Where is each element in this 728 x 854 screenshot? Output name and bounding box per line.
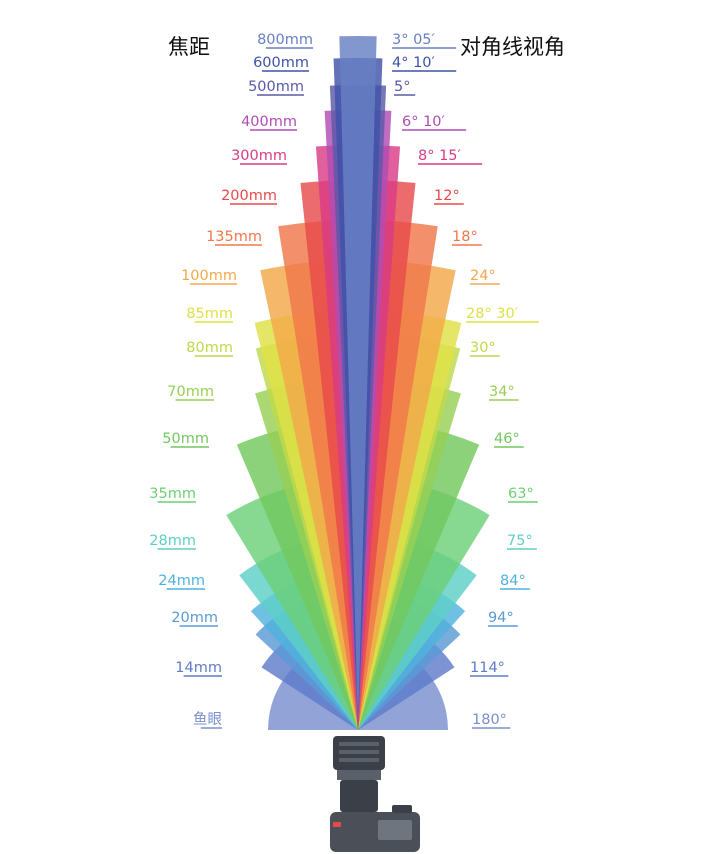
angle-label-4: 75° [507, 533, 533, 549]
angle-label-16: 4° 10′ [392, 55, 435, 71]
focal-label-1: 14mm [175, 660, 222, 676]
focal-label-14: 400mm [241, 114, 297, 130]
angle-label-11: 18° [452, 229, 478, 245]
angle-label-0: 180° [472, 712, 507, 728]
focal-label-13: 300mm [231, 148, 287, 164]
focal-label-7: 70mm [167, 384, 214, 400]
camera-icon [330, 736, 420, 852]
focal-label-3: 24mm [158, 573, 205, 589]
fan-17 [339, 36, 377, 731]
focal-label-4: 28mm [149, 533, 196, 549]
angle-label-7: 34° [489, 384, 515, 400]
angle-label-10: 24° [470, 268, 496, 284]
angle-label-5: 63° [508, 486, 534, 502]
focal-label-0: 鱼眼 [193, 710, 222, 728]
angle-label-1: 114° [470, 660, 505, 676]
focal-label-10: 100mm [181, 268, 237, 284]
angle-label-17: 3° 05′ [392, 32, 435, 48]
lens-labels: 鱼眼 180° 14mm 114° 20mm 94° 24mm 84° 28mm 75° 35mm 6… [149, 32, 539, 729]
angle-label-6: 46° [494, 431, 520, 447]
focal-label-9: 85mm [186, 306, 233, 322]
focal-label-11: 135mm [206, 229, 262, 245]
focal-label-12: 200mm [221, 188, 277, 204]
focal-label-15: 500mm [248, 79, 304, 95]
focal-label-16: 600mm [253, 55, 309, 71]
angle-label-14: 6° 10′ [402, 114, 445, 130]
focal-label-5: 35mm [149, 486, 196, 502]
focal-label-17: 800mm [257, 32, 313, 48]
angle-label-15: 5° [394, 79, 410, 95]
angle-label-8: 30° [470, 340, 496, 356]
focal-label-8: 80mm [186, 340, 233, 356]
angle-fans [226, 36, 490, 731]
angle-title: 对角线视角 [460, 35, 565, 59]
focal-label-2: 20mm [171, 610, 218, 626]
focal-label-6: 50mm [162, 431, 209, 447]
angle-label-9: 28° 30′ [466, 306, 518, 322]
angle-label-2: 94° [488, 610, 514, 626]
focal-title: 焦距 [168, 35, 210, 59]
angle-label-3: 84° [500, 573, 526, 589]
angle-label-13: 8° 15′ [418, 148, 461, 164]
angle-label-12: 12° [434, 188, 460, 204]
